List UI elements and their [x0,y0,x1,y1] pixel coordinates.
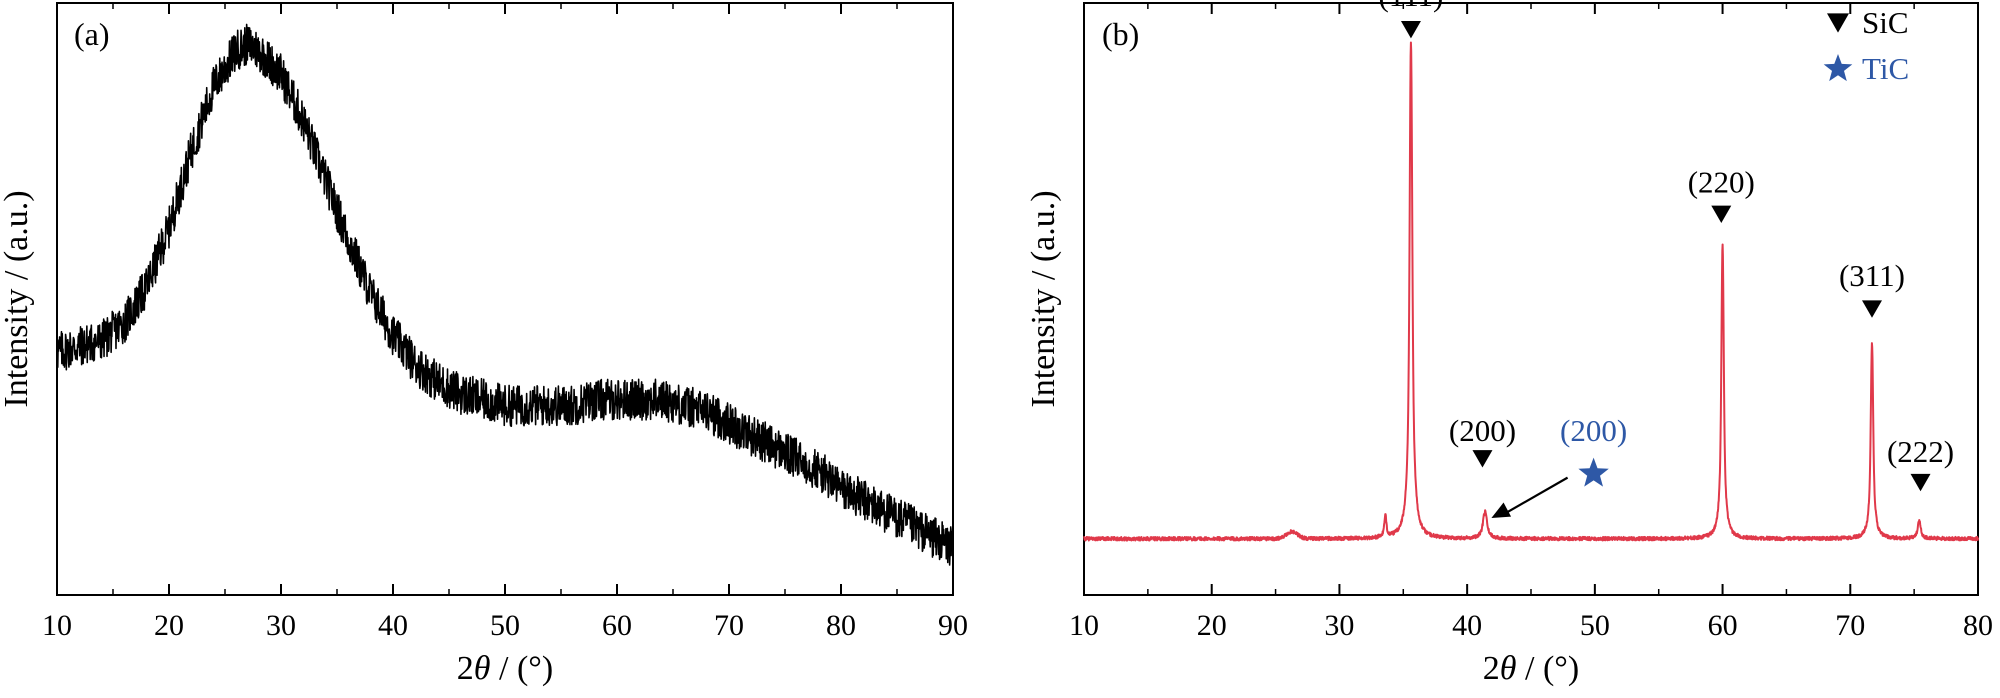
x-tick-label: 80 [1963,609,1993,642]
x-axis-label-prefix: 2 [457,650,474,687]
xrd-pattern-a [56,23,954,566]
sic-triangle-marker [1861,300,1882,318]
x-tick-label: 50 [490,609,520,642]
x-tick-label: 90 [938,609,968,642]
plot-frame [1083,2,1979,596]
tic-arrow-shaft [1500,476,1569,517]
peak-label-sic: (111) [1379,0,1444,13]
panel-label: (b) [1102,16,1139,52]
peak-label-sic: (200) [1449,413,1516,448]
peak-label-tic: (200) [1560,413,1627,448]
legend: SiC TiC [1823,5,1909,86]
x-tick-label: 50 [1580,609,1610,642]
x-axis-label: 2θ / (°) [1483,650,1579,687]
x-tick-label: 70 [714,609,744,642]
x-axis-label-prefix: 2 [1483,650,1500,687]
x-axis-label-suffix: / (°) [1517,650,1580,687]
y-axis-label: Intensity / (a.u.) [0,190,35,407]
panel-b: 10 20 30 40 50 60 70 80 2θ / (°) Intensity / (a.u… [1025,0,1993,687]
x-tick-label: 80 [826,609,856,642]
legend-label: TiC [1862,51,1909,86]
sic-triangle-marker [1711,205,1732,224]
x-tick-label: 30 [1324,609,1354,642]
x-tick-label: 40 [1452,609,1482,642]
x-axis-label: 2θ / (°) [457,650,553,687]
legend-label: SiC [1862,5,1909,40]
tic-star-marker [1578,457,1609,487]
y-axis-label: Intensity / (a.u.) [1025,190,1062,407]
peak-label-sic: (311) [1839,258,1905,293]
x-axis-label-theta: θ [474,650,491,687]
x-axis-label-suffix: / (°) [491,650,554,687]
x-tick-label: 40 [378,609,408,642]
x-tick-label: 20 [154,609,184,642]
x-tick-label: 30 [266,609,296,642]
sic-triangle-marker [1472,450,1493,468]
sic-triangle-marker [1400,20,1421,39]
plot-frame [56,2,954,596]
panel-a: 10 20 30 40 50 60 70 80 90 2θ / (°) Intensity / (a… [0,2,968,687]
legend-sic-triangle-icon [1827,13,1849,33]
x-tick-label: 20 [1197,609,1227,642]
peak-label-sic: (222) [1887,434,1954,469]
x-tick-label: 70 [1835,609,1865,642]
x-axis-label-theta: θ [1500,650,1517,687]
x-tick-label: 10 [1069,609,1099,642]
panel-label: (a) [74,16,110,52]
tic-arrow-head [1491,502,1512,519]
x-tick-label: 60 [602,609,632,642]
x-tick-label: 60 [1708,609,1738,642]
x-tick-label: 10 [42,609,72,642]
sic-triangle-marker [1910,473,1931,492]
peak-label-sic: (220) [1688,164,1755,199]
xrd-pattern-b [1083,41,1979,542]
legend-tic-star-icon [1823,54,1853,82]
